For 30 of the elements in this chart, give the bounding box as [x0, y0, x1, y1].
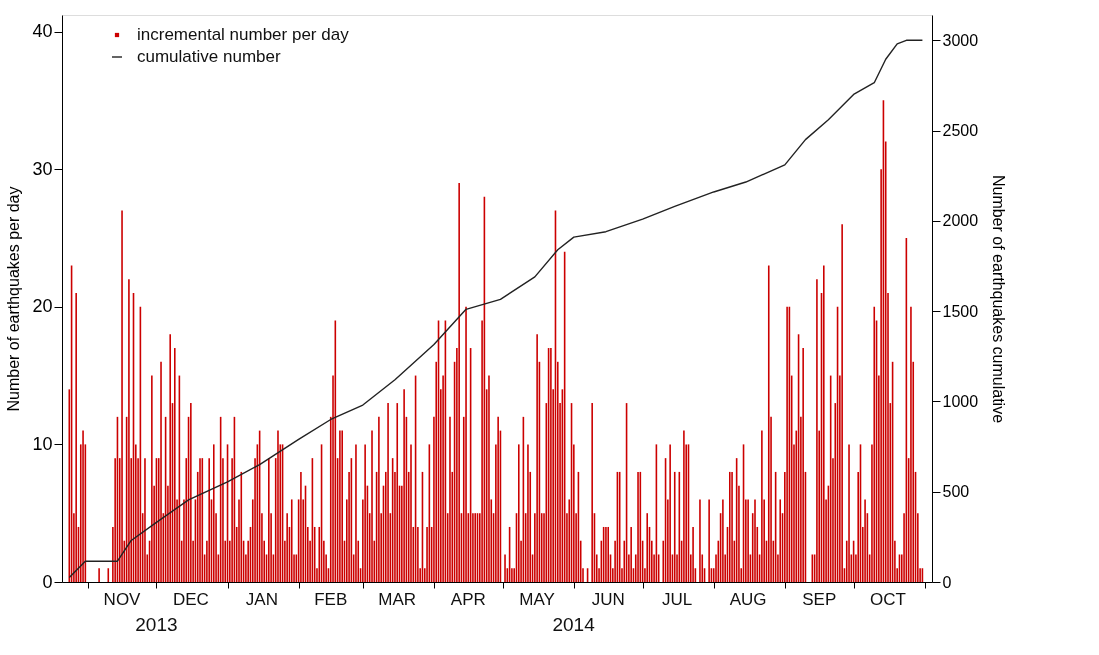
y2-tick-label: 1000 — [942, 392, 979, 410]
x-tick-label: SEP — [802, 590, 837, 609]
y2-axis-title: Number of earthquakes cumulative — [990, 174, 1008, 424]
x-tick-label: JUL — [661, 590, 693, 609]
y2-tick-label: 2000 — [942, 212, 979, 230]
y-tick-label: 20 — [32, 296, 53, 317]
x-tick-label: JAN — [245, 590, 278, 609]
y-axis-title: Number of earthquakes per day — [5, 186, 23, 412]
x-tick-label: MAR — [378, 590, 417, 609]
y2-tick-label: 3000 — [942, 31, 979, 49]
y-tick-label: 0 — [42, 571, 53, 592]
y2-tick-label: 1500 — [942, 302, 979, 320]
x-tick-label: NOV — [103, 590, 142, 609]
y-tick-label: 30 — [32, 158, 53, 179]
text: 2013 — [135, 614, 178, 635]
x-tick-label: JUN — [591, 590, 625, 609]
legend-label: incremental number per day — [137, 25, 350, 44]
y2-tick-label: 2500 — [942, 122, 979, 140]
y-tick-label: 10 — [32, 433, 53, 454]
y-tick-label: 40 — [32, 21, 53, 42]
x-tick-label: OCT — [870, 590, 906, 609]
x-tick-label: MAY — [519, 590, 555, 609]
x-tick-label: AUG — [729, 590, 767, 609]
x-tick-label: FEB — [314, 590, 348, 609]
legend-label: cumulative number — [137, 47, 281, 66]
y2-tick-label: 500 — [942, 483, 970, 501]
y2-tick-label: 0 — [942, 573, 952, 591]
x-tick-label: DEC — [172, 590, 209, 609]
x-tick-label: APR — [450, 590, 486, 609]
text: 2014 — [552, 614, 596, 635]
